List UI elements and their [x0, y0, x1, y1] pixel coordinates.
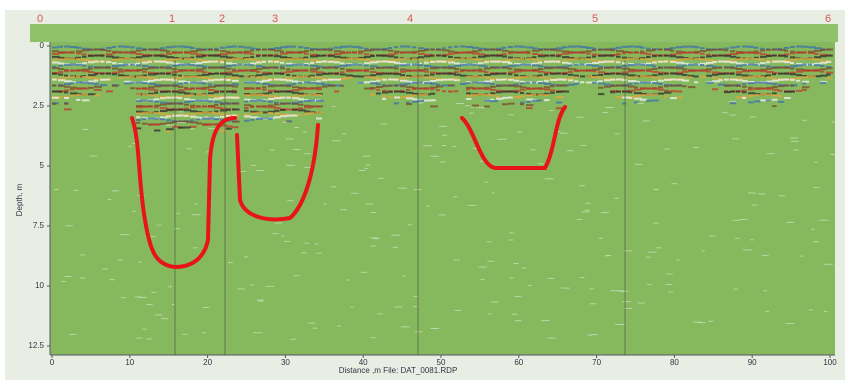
annotation-curves [130, 105, 567, 270]
x-axis-label: Distance ,m File: DAT_0081.RDP [339, 366, 458, 375]
x-tick-label: 70 [592, 358, 601, 367]
marker-label: 2 [219, 13, 225, 25]
y-tick-label: 7.5 [33, 221, 45, 230]
x-tick-label: 90 [748, 358, 757, 367]
x-tick-label: 50 [437, 358, 446, 367]
x-tick-label: 20 [203, 358, 212, 367]
marker-label: 4 [407, 13, 413, 25]
reflection-stripe [52, 90, 795, 96]
marker-label: 6 [825, 13, 831, 25]
x-tick-label: 10 [125, 358, 134, 367]
y-tick-label: 10 [35, 281, 44, 290]
x-tick-label: 60 [514, 358, 523, 367]
reflection-stripe [136, 126, 232, 132]
marker-label: 1 [169, 13, 175, 25]
y-tick-label: 0 [40, 41, 45, 50]
x-tick-label: 0 [50, 358, 55, 367]
plot-area [50, 42, 835, 355]
x-tick-label: 30 [281, 358, 290, 367]
marker-label: 5 [592, 13, 598, 25]
y-tick-label: 2.5 [33, 101, 45, 110]
x-tick-label: 40 [359, 358, 368, 367]
marker-label: 3 [272, 13, 278, 25]
reflection-band [52, 45, 838, 340]
x-tick-label: 80 [670, 358, 679, 367]
marker-label: 0 [37, 13, 43, 25]
y-tick-label: 12.5 [28, 341, 44, 350]
marker-strip [30, 24, 838, 42]
marker-lines [174, 60, 626, 355]
x-tick-label: 100 [823, 358, 837, 367]
y-axis-label: Depth, m [15, 183, 24, 216]
y-tick-label: 5 [40, 161, 45, 170]
